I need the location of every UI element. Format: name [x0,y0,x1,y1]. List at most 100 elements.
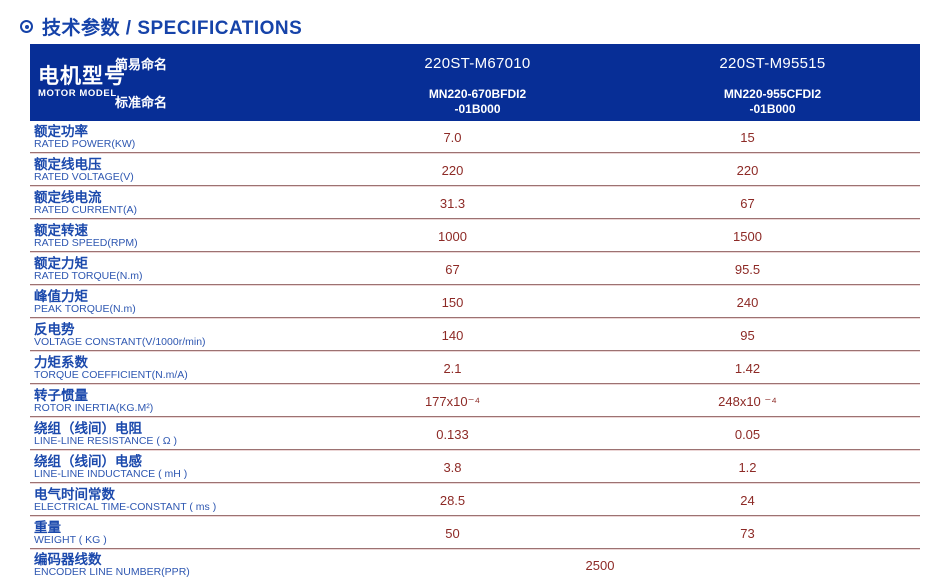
column-1-simple-name: 220ST-M67010 [424,54,531,72]
simple-name-label: 简易命名 [115,56,168,72]
column-2-standard-name-line1: MN220-955CFDI2 [723,87,822,102]
table-row: 绕组（线间）电感 LINE-LINE INDUCTANCE ( mH ) 3.8… [30,451,920,484]
row-label-cn: 绕组（线间）电阻 [34,421,142,437]
row-value-column-1: 140 [441,328,464,343]
standard-name-label: 标准命名 [115,95,168,110]
page-title-text: 技术参数 / SPECIFICATIONS [42,18,303,39]
row-label-en: PEAK TORQUE(N.m) [34,303,136,316]
row-label: 转子惯量 ROTOR INERTIA(KG.M²) [30,385,330,418]
table-row: 重量 WEIGHT ( KG ) 50 73 [30,517,920,550]
row-label-cn: 额定功率 [34,124,88,140]
row-value-column-1: 31.3 [439,196,466,211]
row-value-column-2: 15 [740,130,755,145]
row-value-column-1: 28.5 [439,493,466,508]
row-value-column-2: 24 [740,493,755,508]
row-label-en: RATED SPEED(RPM) [34,237,138,250]
row-label-en: LINE-LINE RESISTANCE ( Ω ) [34,435,178,448]
page-title: 技术参数 / SPECIFICATIONS [20,13,302,40]
row-label: 绕组（线间）电感 LINE-LINE INDUCTANCE ( mH ) [30,451,330,484]
row-value-column-2: 220 [736,163,759,178]
row-value-column-1: 177x10⁻⁴ [424,393,481,409]
column-2-standard-name-line2: -01B000 [749,101,796,116]
table-row: 额定功率 RATED POWER(KW) 7.0 15 [30,121,920,154]
table-row: 额定线电流 RATED CURRENT(A) 31.3 67 [30,187,920,220]
row-value-column-2: 1500 [733,229,762,244]
table-row: 力矩系数 TORQUE COEFFICIENT(N.m/A) 2.1 1.42 [30,352,920,385]
row-label-en: RATED CURRENT(A) [34,204,138,217]
row-label-cn: 转子惯量 [34,388,88,404]
row-label: 额定力矩 RATED TORQUE(N.m) [30,253,330,286]
table-row-encoder: 编码器线数 ENCODER LINE NUMBER(PPR) 2500 [30,550,920,581]
row-label-en: ELECTRICAL TIME-CONSTANT ( ms ) [34,501,217,514]
column-2-simple-name: 220ST-M95515 [719,54,826,72]
row-value-spanning: 2500 [585,558,615,573]
table-row: 额定力矩 RATED TORQUE(N.m) 67 95.5 [30,253,920,286]
column-1-standard-name: MN220-670BFDI2 -01B000 [330,82,625,121]
table-row: 电气时间常数 ELECTRICAL TIME-CONSTANT ( ms ) 2… [30,484,920,517]
row-label-cn: 反电势 [34,322,75,338]
row-label: 额定线电流 RATED CURRENT(A) [30,187,330,220]
column-2-standard-name: MN220-955CFDI2 -01B000 [625,82,920,121]
row-label-cn: 额定线电流 [34,190,102,206]
row-label: 反电势 VOLTAGE CONSTANT(V/1000r/min) [30,319,330,352]
row-value-column-1: 1000 [438,229,467,244]
row-value-column-1: 2.1 [443,361,462,376]
row-value-column-2: 1.42 [734,361,761,376]
row-label-en: WEIGHT ( KG ) [34,534,107,547]
table-header: 电机型号 MOTOR MODEL 简易命名 220ST-M67010 220ST… [30,44,920,121]
motor-model-label-cn: 电机型号 [38,64,126,88]
column-1-standard-name-line2: -01B000 [454,101,501,116]
row-label: 编码器线数 ENCODER LINE NUMBER(PPR) [30,550,330,581]
row-label-cn: 峰值力矩 [34,289,88,305]
row-label-cn: 额定力矩 [34,256,88,272]
row-value-column-1: 0.133 [436,427,469,442]
row-value-column-2: 67 [740,196,755,211]
row-label-cn: 力矩系数 [34,355,88,371]
row-label-en: ROTOR INERTIA(KG.M²) [34,402,154,415]
row-label-en: LINE-LINE INDUCTANCE ( mH ) [34,468,188,481]
row-label-en: TORQUE COEFFICIENT(N.m/A) [34,369,188,382]
row-label: 重量 WEIGHT ( KG ) [30,517,330,550]
row-label-en: VOLTAGE CONSTANT(V/1000r/min) [34,336,206,349]
row-value-column-1: 50 [445,526,460,541]
row-value-column-2: 73 [740,526,755,541]
row-label-en: RATED POWER(KW) [34,138,136,151]
table-row: 峰值力矩 PEAK TORQUE(N.m) 150 240 [30,286,920,319]
specifications-table: 电机型号 MOTOR MODEL 简易命名 220ST-M67010 220ST… [30,44,920,581]
row-label-cn: 重量 [34,520,61,536]
table-row: 额定转速 RATED SPEED(RPM) 1000 1500 [30,220,920,253]
row-value-column-2: 95.5 [734,262,761,277]
row-value-column-1: 150 [441,295,464,310]
row-label-cn: 额定线电压 [34,157,102,173]
row-value-column-2: 248x10 ⁻⁴ [718,393,777,409]
circled-dot-icon [20,20,33,33]
table-row: 绕组（线间）电阻 LINE-LINE RESISTANCE ( Ω ) 0.13… [30,418,920,451]
motor-model-label-en: MOTOR MODEL [38,88,117,100]
motor-model-header: 电机型号 MOTOR MODEL [30,44,126,121]
row-label-cn: 绕组（线间）电感 [34,454,142,470]
row-label-cn: 电气时间常数 [34,487,115,503]
row-label: 额定转速 RATED SPEED(RPM) [30,220,330,253]
row-value-column-1: 7.0 [443,130,462,145]
row-label: 绕组（线间）电阻 LINE-LINE RESISTANCE ( Ω ) [30,418,330,451]
row-value-column-2: 240 [736,295,759,310]
row-label: 峰值力矩 PEAK TORQUE(N.m) [30,286,330,319]
row-value-column-2: 95 [740,328,755,343]
column-1-standard-name-line1: MN220-670BFDI2 [428,87,527,102]
row-label: 额定线电压 RATED VOLTAGE(V) [30,154,330,187]
row-label-en: RATED TORQUE(N.m) [34,270,143,283]
row-label-en: RATED VOLTAGE(V) [34,171,134,184]
row-value-column-2: 1.2 [738,460,757,475]
row-label-cn: 编码器线数 [34,552,102,568]
table-row: 额定线电压 RATED VOLTAGE(V) 220 220 [30,154,920,187]
spec-rows: 额定功率 RATED POWER(KW) 7.0 15 额定线电压 RATED … [30,121,920,550]
row-value-column-1: 67 [445,262,460,277]
row-label-en: ENCODER LINE NUMBER(PPR) [34,566,190,579]
table-row: 反电势 VOLTAGE CONSTANT(V/1000r/min) 140 95 [30,319,920,352]
row-label-cn: 额定转速 [34,223,88,239]
row-label: 电气时间常数 ELECTRICAL TIME-CONSTANT ( ms ) [30,484,330,517]
row-value-column-1: 3.8 [443,460,462,475]
table-row: 转子惯量 ROTOR INERTIA(KG.M²) 177x10⁻⁴ 248x1… [30,385,920,418]
row-label: 额定功率 RATED POWER(KW) [30,121,330,154]
row-value-column-1: 220 [441,163,464,178]
